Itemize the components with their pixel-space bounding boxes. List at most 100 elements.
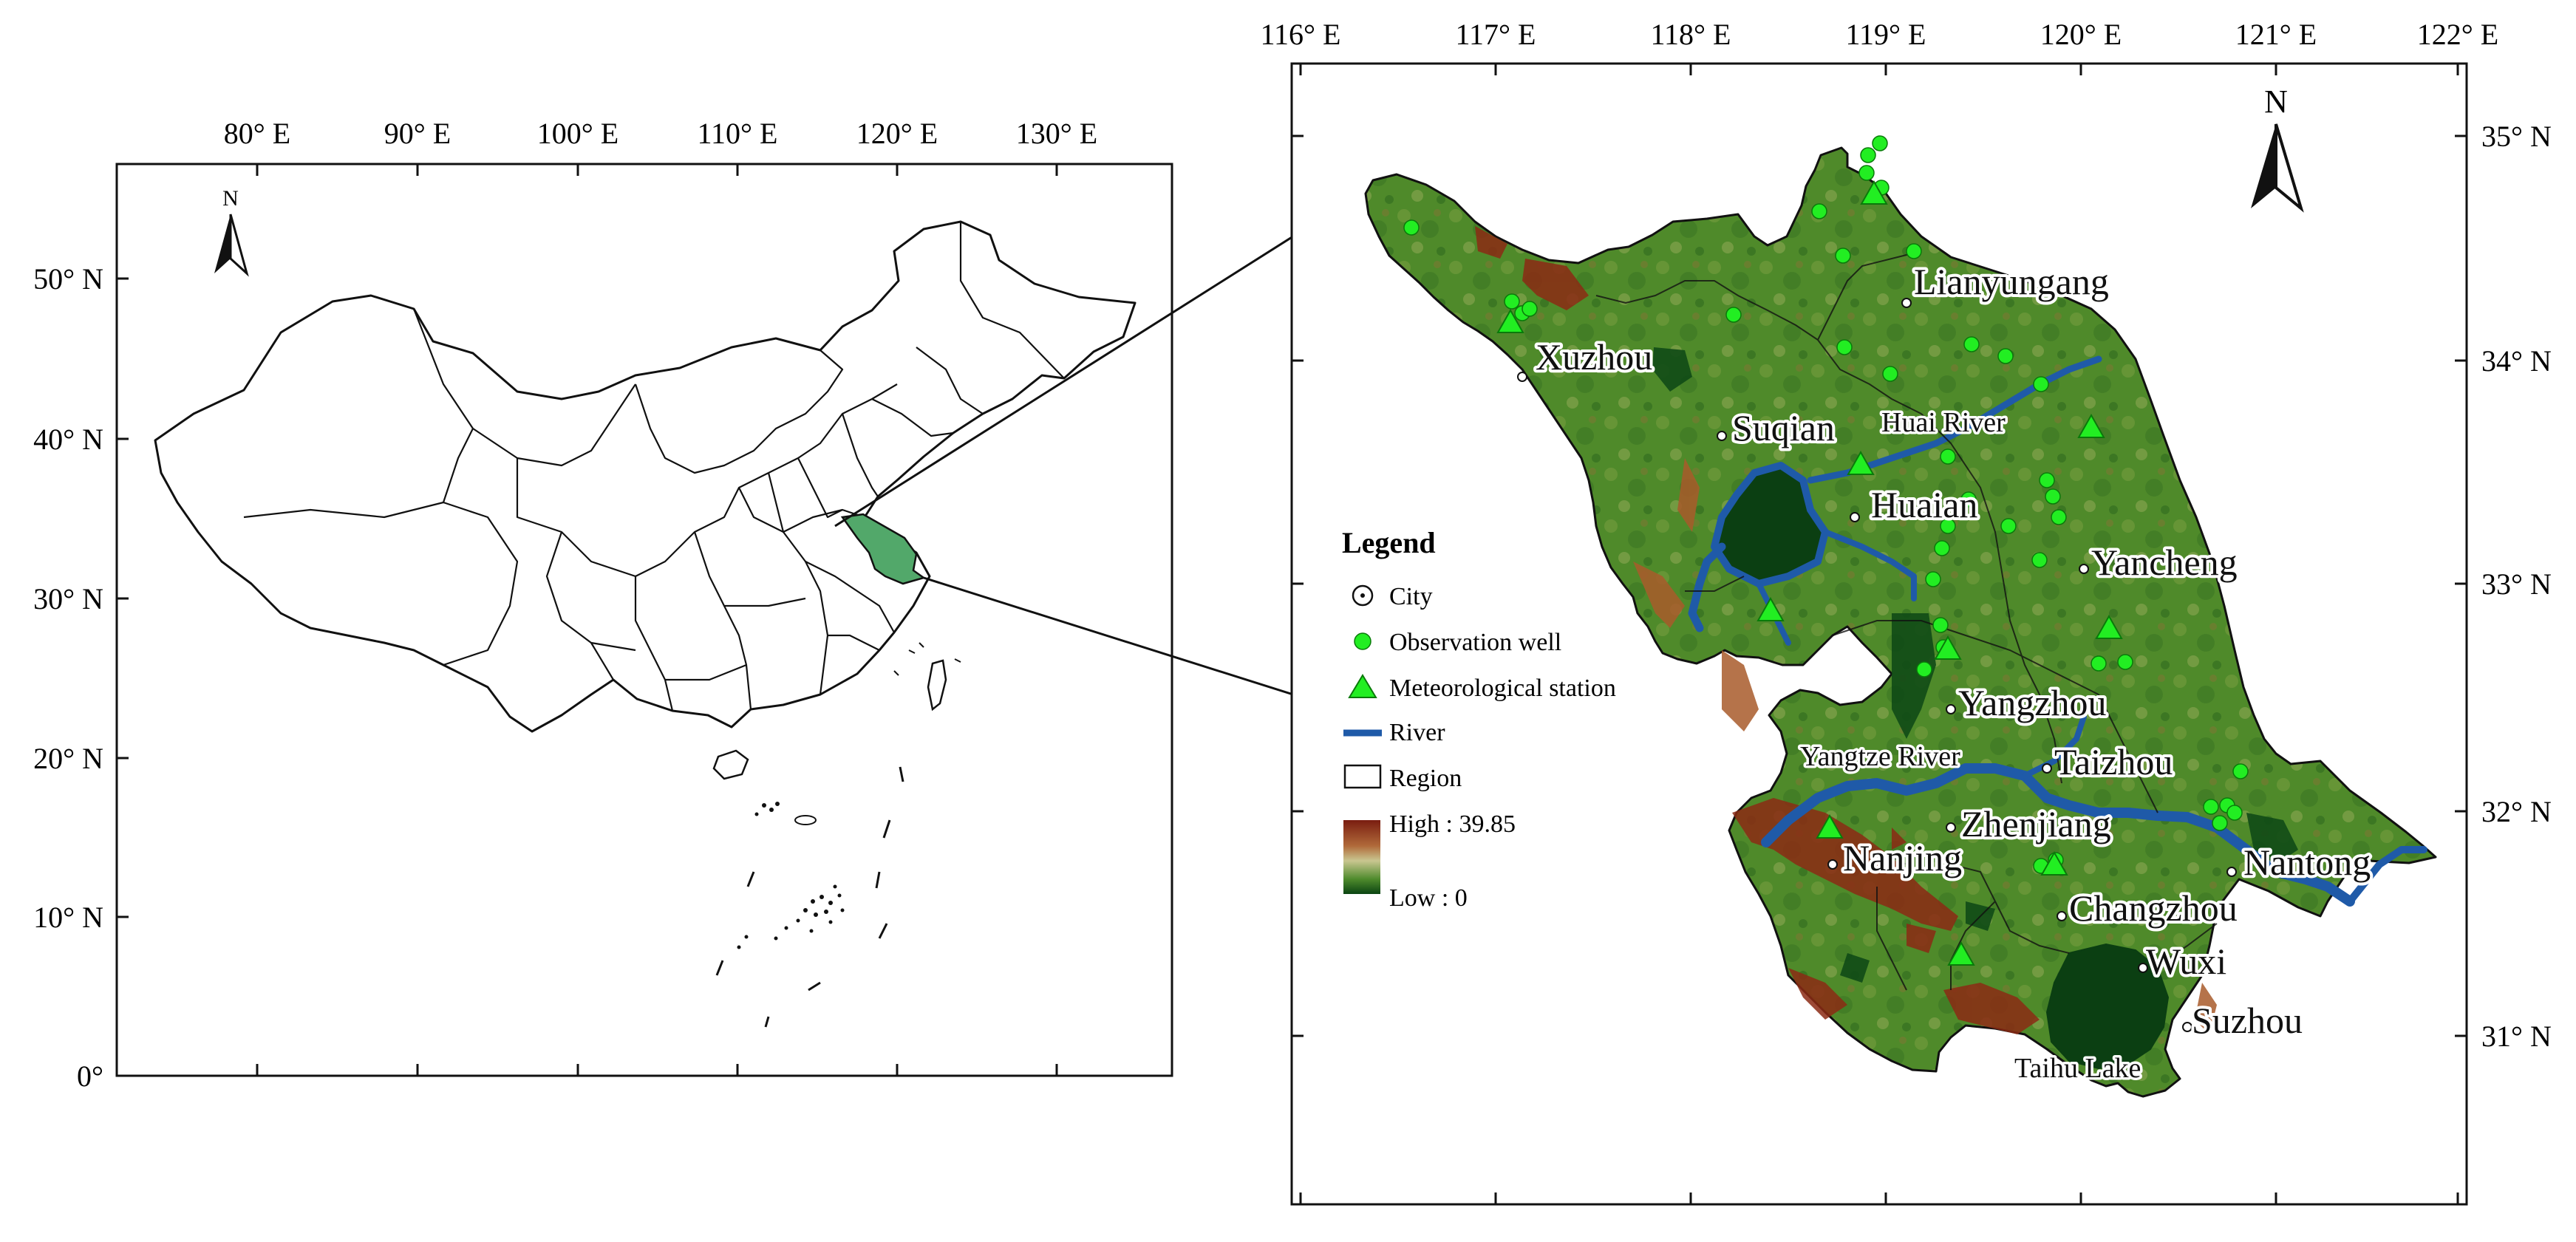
meteorological-station <box>2095 614 2123 639</box>
nine-dash-line <box>715 766 904 1028</box>
city-marker <box>1946 822 1956 833</box>
observation-well <box>1835 248 1851 264</box>
legend-title: Legend <box>1342 526 1436 559</box>
observation-well <box>1960 491 1977 508</box>
observation-well <box>1858 165 1875 181</box>
jiangsu-lon-label: 118° E <box>1651 18 1731 51</box>
city-marker <box>2057 911 2067 921</box>
jiangsu-lon-label: 120° E <box>2040 18 2122 51</box>
meteorological-station <box>2040 850 2068 876</box>
legend-label-station: Meteorological station <box>1389 675 1616 702</box>
jiangsu-lat-label: 31° N <box>2481 1020 2552 1053</box>
label-yangtze-river: Yangtze River <box>1800 741 1960 772</box>
city-marker <box>1901 298 1912 308</box>
china-lat-label: 20° N <box>33 742 103 775</box>
label-lianyungang: Lianyungang <box>1914 261 2109 302</box>
observation-well <box>1504 293 1520 310</box>
jiangsu-lat-label: 33° N <box>2481 567 2552 601</box>
china-north-arrow: N <box>214 186 249 277</box>
observation-well <box>1836 339 1853 355</box>
china-lon-label: 80° E <box>224 117 290 150</box>
legend-item-well: Observation well <box>1354 629 1561 656</box>
meteorological-station <box>1847 450 1875 475</box>
china-map: N 80° E 90° E 100° E 110° E 120° E 130° E 50°… <box>33 117 1173 1093</box>
green-circle-icon <box>1354 632 1372 650</box>
city-marker <box>2079 564 2089 574</box>
observation-well <box>2039 472 2055 488</box>
china-lat-ticks: 50° N 40° N 30° N 20° N 10° N 0° <box>33 262 129 1093</box>
legend: Legend City Observation well Meteorologi… <box>1342 526 1616 912</box>
city-marker <box>1717 431 1727 441</box>
jiangsu-lat-label: 32° N <box>2481 795 2552 828</box>
china-lon-label: 120° E <box>856 117 938 150</box>
observation-well <box>1934 540 1950 556</box>
label-nantong: Nantong <box>2243 842 2371 883</box>
label-changzhou: Changzhou <box>2069 887 2238 929</box>
meteorological-station <box>1860 180 1888 205</box>
legend-item-city: City <box>1352 583 1433 610</box>
observation-well <box>1997 348 2014 364</box>
city-marker <box>1946 704 1956 714</box>
observation-well <box>1906 243 1922 259</box>
observation-well <box>2031 552 2048 568</box>
observation-well <box>1963 336 1980 352</box>
china-lat-label: 30° N <box>33 582 103 615</box>
elevation-ramp <box>1343 820 1380 894</box>
meteorological-station <box>1496 308 1524 333</box>
jiangsu-lat-ticks: 35° N 34° N 33° N 32° N 31° N <box>1292 120 2552 1053</box>
city-marker <box>2042 763 2052 774</box>
china-lat-label: 10° N <box>33 901 103 934</box>
observation-well <box>1403 219 1420 236</box>
yangtze-river-north <box>2022 714 2087 779</box>
legend-item-station: Meteorological station <box>1348 674 1616 702</box>
city-markers <box>1517 298 2237 1032</box>
observation-well <box>1916 661 1932 678</box>
meteorological-station <box>1756 596 1785 621</box>
city-marker <box>1827 859 1838 870</box>
china-lon-label: 100° E <box>537 117 619 150</box>
legend-ramp-high: High : 39.85 <box>1389 811 1516 838</box>
observation-well <box>1882 366 1898 382</box>
water-labels: Huai River Yangtze River Taihu Lake <box>1798 405 2144 1087</box>
label-zhenjiang: Zhenjiang <box>1961 803 2111 845</box>
observation-well <box>1872 135 1888 151</box>
huai-river-branch <box>1822 529 1917 601</box>
legend-ramp-low: Low : 0 <box>1389 884 1468 912</box>
city-labels: Xuzhou Lianyungang Suqian Huaian Yanchen… <box>1533 258 2374 1044</box>
observation-well <box>2051 509 2067 525</box>
observation-well <box>2045 488 2061 505</box>
legend-item-river: River <box>1343 719 1445 746</box>
jiangsu-map: Xuzhou Lianyungang Suqian Huaian Yanchen… <box>1261 18 2552 1206</box>
legend-label-well: Observation well <box>1389 629 1561 656</box>
observation-well <box>1860 147 1876 163</box>
observation-well <box>1932 617 1949 633</box>
observation-well <box>1725 307 1742 323</box>
green-triangle-icon <box>1348 674 1377 698</box>
label-huaian: Huaian <box>1871 484 1977 525</box>
meteorological-station <box>1947 941 1975 966</box>
china-lat-label: 40° N <box>33 423 103 456</box>
observation-well <box>2232 763 2249 779</box>
observation-well <box>2212 815 2228 831</box>
meteorological-stations <box>1496 180 2123 966</box>
jiangsu-lon-label: 117° E <box>1456 18 1536 51</box>
china-lon-ticks: 80° E 90° E 100° E 110° E 120° E 130° E <box>224 117 1097 1076</box>
observation-well <box>2226 805 2243 821</box>
city-marker <box>2226 867 2237 877</box>
city-boundaries <box>1595 250 2218 991</box>
observation-well <box>1522 301 1538 317</box>
observation-well <box>2033 376 2049 392</box>
yangtze-river-mouth <box>2346 846 2427 905</box>
hainan-island <box>712 749 749 780</box>
china-outline <box>154 220 1137 733</box>
observation-well <box>1811 203 1827 219</box>
white-box-icon <box>1343 764 1382 789</box>
jiangsu-lat-label: 34° N <box>2481 344 2552 378</box>
city-marker <box>2182 1022 2192 1032</box>
city-marker <box>2138 963 2148 973</box>
label-suqian: Suqian <box>1732 407 1835 448</box>
label-yangzhou: Yangzhou <box>1958 682 2107 723</box>
jiangsu-lon-ticks: 116° E 117° E 118° E 119° E 120° E 121° E 122°… <box>1261 18 2498 1204</box>
china-lat-label: 0° <box>77 1060 103 1093</box>
taihu-lake <box>2045 943 2170 1070</box>
